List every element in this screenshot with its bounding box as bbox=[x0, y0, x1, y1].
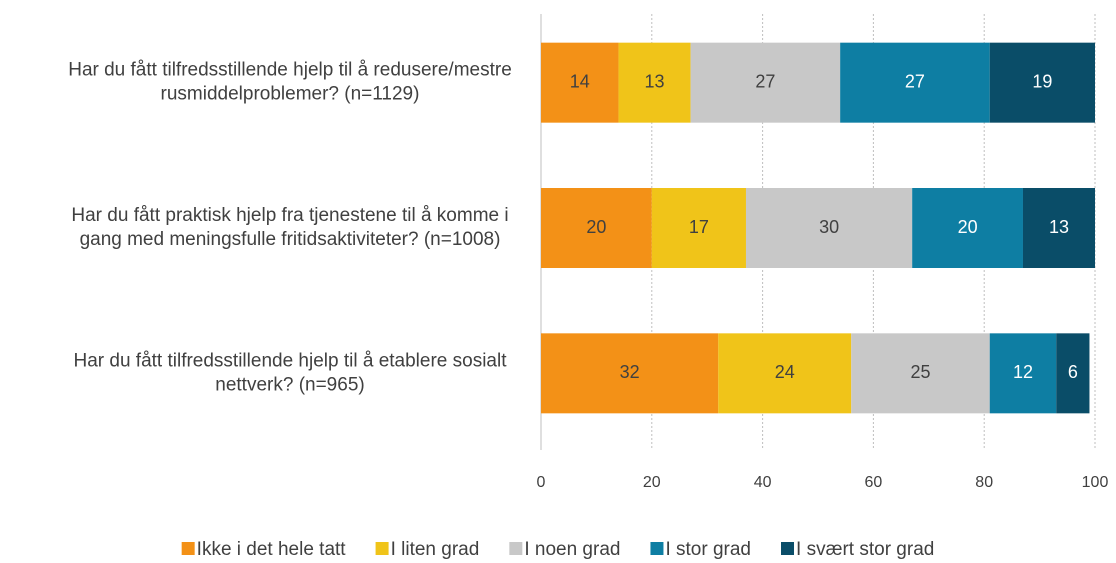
category-line: rusmiddelproblemer? (n=1129) bbox=[161, 84, 420, 105]
bar-segment bbox=[718, 333, 852, 414]
legend-label: I liten grad bbox=[391, 539, 480, 560]
legend-label: I svært stor grad bbox=[796, 539, 934, 560]
bar-segment bbox=[541, 42, 619, 123]
legend: Ikke i det hele tatt I liten grad I noen g… bbox=[181, 539, 934, 560]
legend-item: I stor grad bbox=[650, 539, 751, 560]
category-line: nettverk? (n=965) bbox=[215, 374, 364, 395]
x-tick-label: 0 bbox=[537, 474, 546, 491]
legend-label: I noen grad bbox=[524, 539, 620, 560]
data-label: 6 bbox=[1068, 362, 1078, 382]
legend-swatch bbox=[181, 542, 195, 555]
bar-segment bbox=[912, 188, 1023, 268]
bar-segment bbox=[840, 42, 990, 123]
category-line: gang med meningsfulle fritidsaktiviteter… bbox=[80, 229, 501, 250]
bar-segment bbox=[745, 188, 913, 268]
data-label: 27 bbox=[755, 71, 775, 91]
x-tick-label: 80 bbox=[975, 474, 993, 491]
bar-segment bbox=[690, 42, 841, 123]
category-label: Har du fått praktisk hjelp fra tjenesten… bbox=[71, 205, 508, 250]
legend-item: I noen grad bbox=[509, 539, 620, 560]
legend-label: I stor grad bbox=[665, 539, 751, 560]
x-tick-label: 40 bbox=[754, 474, 772, 491]
legend-item: Ikke i det hele tatt bbox=[181, 539, 347, 560]
data-label: 20 bbox=[958, 217, 978, 237]
bar-segment bbox=[1056, 333, 1090, 414]
data-label: 20 bbox=[586, 217, 606, 237]
bar-segment bbox=[618, 42, 691, 123]
legend-swatch bbox=[781, 542, 795, 555]
data-label: 12 bbox=[1013, 362, 1033, 382]
bar-segment bbox=[989, 42, 1095, 123]
category-line: Har du fått praktisk hjelp fra tjenesten… bbox=[71, 205, 508, 226]
legend-item: I liten grad bbox=[375, 539, 480, 560]
bar-segment bbox=[651, 188, 746, 268]
legend-swatch bbox=[375, 542, 389, 555]
legend-swatch bbox=[509, 542, 523, 555]
x-tick-label: 20 bbox=[643, 474, 661, 491]
data-label: 19 bbox=[1032, 71, 1052, 91]
bar-segment bbox=[989, 333, 1057, 414]
data-label: 13 bbox=[1049, 217, 1069, 237]
legend-swatch bbox=[650, 542, 664, 555]
data-label: 30 bbox=[819, 217, 839, 237]
category-label: Har du fått tilfredsstillende hjelp til … bbox=[68, 60, 512, 105]
bar-segment bbox=[541, 333, 719, 414]
data-label: 17 bbox=[689, 217, 709, 237]
category-label: Har du fått tilfredsstillende hjelp til … bbox=[73, 350, 507, 395]
x-tick-label: 100 bbox=[1082, 474, 1109, 491]
data-label: 25 bbox=[910, 362, 930, 382]
legend-label: Ikke i det hele tatt bbox=[197, 539, 347, 560]
bar-segment bbox=[541, 188, 652, 268]
data-label: 32 bbox=[620, 362, 640, 382]
x-tick-label: 60 bbox=[865, 474, 883, 491]
bar-segment bbox=[1022, 188, 1095, 268]
category-line: Har du fått tilfredsstillende hjelp til … bbox=[73, 350, 507, 371]
data-label: 24 bbox=[775, 362, 795, 382]
data-label: 14 bbox=[570, 71, 590, 91]
bar-segment bbox=[851, 333, 990, 414]
data-label: 27 bbox=[905, 71, 925, 91]
category-line: Har du fått tilfredsstillende hjelp til … bbox=[68, 60, 512, 81]
legend-item: I svært stor grad bbox=[781, 539, 934, 560]
data-label: 13 bbox=[645, 71, 665, 91]
